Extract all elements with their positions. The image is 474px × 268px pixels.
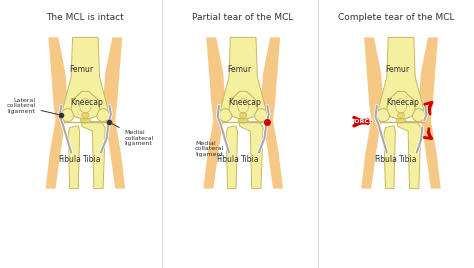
- Polygon shape: [103, 38, 125, 189]
- Polygon shape: [46, 38, 68, 189]
- Polygon shape: [240, 122, 263, 189]
- Polygon shape: [361, 38, 383, 189]
- Text: Tibia: Tibia: [83, 155, 102, 164]
- Text: Lateral
collateral
ligament: Lateral collateral ligament: [6, 98, 58, 114]
- Polygon shape: [398, 122, 421, 189]
- Polygon shape: [71, 91, 100, 119]
- Ellipse shape: [61, 109, 74, 122]
- Ellipse shape: [255, 109, 267, 122]
- Text: Tibia: Tibia: [399, 155, 417, 164]
- Text: Partial tear of the MCL: Partial tear of the MCL: [192, 13, 294, 22]
- Polygon shape: [419, 38, 441, 189]
- Polygon shape: [378, 38, 424, 119]
- Ellipse shape: [97, 109, 109, 122]
- FancyArrow shape: [355, 119, 371, 125]
- Polygon shape: [82, 122, 105, 189]
- Text: Femur: Femur: [228, 65, 252, 74]
- Ellipse shape: [377, 109, 390, 122]
- Text: Medial
collateral
ligament: Medial collateral ligament: [112, 124, 154, 147]
- Polygon shape: [387, 91, 415, 119]
- Ellipse shape: [412, 109, 425, 122]
- Polygon shape: [226, 126, 237, 189]
- Text: Kneecap: Kneecap: [228, 98, 261, 107]
- Polygon shape: [63, 38, 108, 119]
- Text: Femur: Femur: [385, 65, 410, 74]
- Text: Fibula: Fibula: [58, 155, 81, 164]
- Polygon shape: [203, 38, 226, 189]
- Text: The MCL is intact: The MCL is intact: [46, 13, 124, 22]
- Text: FORCE: FORCE: [350, 119, 374, 124]
- Ellipse shape: [219, 109, 232, 122]
- Text: Fibula: Fibula: [216, 155, 239, 164]
- Ellipse shape: [238, 117, 248, 123]
- Polygon shape: [68, 126, 80, 189]
- Text: Complete tear of the MCL: Complete tear of the MCL: [338, 13, 454, 22]
- Ellipse shape: [81, 117, 91, 123]
- Polygon shape: [229, 91, 257, 119]
- Text: Kneecap: Kneecap: [70, 98, 103, 107]
- Text: Femur: Femur: [70, 65, 94, 74]
- Polygon shape: [220, 38, 266, 119]
- Text: Tibia: Tibia: [241, 155, 260, 164]
- Text: Fibula: Fibula: [374, 155, 397, 164]
- Ellipse shape: [82, 112, 89, 118]
- Polygon shape: [261, 38, 283, 189]
- Text: Medial
collateral
ligament: Medial collateral ligament: [195, 141, 224, 157]
- Ellipse shape: [398, 112, 404, 118]
- Ellipse shape: [240, 112, 247, 118]
- Text: Kneecap: Kneecap: [386, 98, 419, 107]
- Polygon shape: [384, 126, 395, 189]
- Ellipse shape: [396, 117, 406, 123]
